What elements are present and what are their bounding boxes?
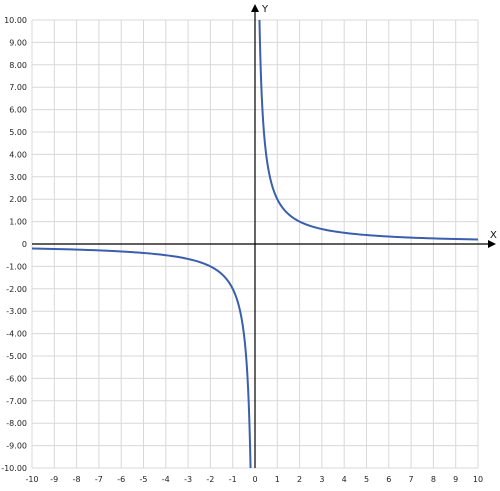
y-tick-label: 2.00 bbox=[9, 195, 27, 204]
y-tick-label: 8.00 bbox=[9, 61, 27, 70]
x-tick-label: 0 bbox=[252, 475, 257, 484]
y-axis-arrow-icon bbox=[251, 4, 259, 12]
x-tick-label: 7 bbox=[409, 475, 414, 484]
x-tick-label: 9 bbox=[453, 475, 458, 484]
x-tick-label: -4 bbox=[162, 475, 170, 484]
x-axis-arrow-icon bbox=[488, 240, 496, 248]
y-tick-label: -3.00 bbox=[6, 307, 27, 316]
curve-branch-negative bbox=[31, 247, 252, 469]
y-tick-label: 0 bbox=[22, 240, 27, 249]
y-tick-label: -9.00 bbox=[6, 442, 27, 451]
y-tick-label: -2.00 bbox=[6, 285, 27, 294]
x-tick-label: 5 bbox=[364, 475, 369, 484]
y-tick-label: -7.00 bbox=[6, 397, 27, 406]
y-tick-label: 6.00 bbox=[9, 106, 27, 115]
y-tick-label: -8.00 bbox=[6, 419, 27, 428]
axes bbox=[32, 4, 496, 468]
y-tick-label: -1.00 bbox=[6, 262, 27, 271]
y-axis-label: Y bbox=[261, 4, 269, 15]
x-tick-label: -6 bbox=[117, 475, 125, 484]
curve-series bbox=[31, 19, 479, 469]
x-tick-label: -5 bbox=[140, 475, 148, 484]
x-tick-label: 8 bbox=[431, 475, 436, 484]
y-tick-label: -4.00 bbox=[6, 330, 27, 339]
x-tick-label: 10 bbox=[473, 475, 483, 484]
y-tick-labels: -10.00 -9.00 -8.00 -7.00 -6.00 -5.00 -4.00 -3.0… bbox=[1, 16, 27, 473]
y-tick-label: 4.00 bbox=[9, 150, 27, 159]
y-tick-label: -5.00 bbox=[6, 352, 27, 361]
y-tick-label: 9.00 bbox=[9, 38, 27, 47]
y-tick-label: 3.00 bbox=[9, 173, 27, 182]
x-tick-label: 3 bbox=[319, 475, 324, 484]
y-tick-label: -10.00 bbox=[1, 464, 27, 473]
x-tick-label: -10 bbox=[25, 475, 38, 484]
x-tick-label: -9 bbox=[50, 475, 58, 484]
x-tick-label: -2 bbox=[206, 475, 214, 484]
x-tick-label: -1 bbox=[229, 475, 237, 484]
x-tick-label: -7 bbox=[95, 475, 103, 484]
y-tick-label: 7.00 bbox=[9, 83, 27, 92]
x-axis-label: X bbox=[490, 230, 497, 241]
y-tick-label: 5.00 bbox=[9, 128, 27, 137]
curve-branch-positive bbox=[258, 19, 479, 241]
x-tick-labels: -10 -9 -8 -7 -6 -5 -4 -3 -2 -1 0 1 2 3 4 5 6 7 8 9 10 bbox=[25, 475, 483, 484]
x-tick-label: 6 bbox=[386, 475, 391, 484]
y-tick-label: -6.00 bbox=[6, 374, 27, 383]
x-tick-label: 1 bbox=[275, 475, 280, 484]
y-tick-label: 10.00 bbox=[4, 16, 27, 25]
x-tick-label: 4 bbox=[342, 475, 347, 484]
x-tick-label: -8 bbox=[73, 475, 81, 484]
y-tick-label: 1.00 bbox=[9, 218, 27, 227]
x-tick-label: 2 bbox=[297, 475, 302, 484]
x-tick-label: -3 bbox=[184, 475, 192, 484]
